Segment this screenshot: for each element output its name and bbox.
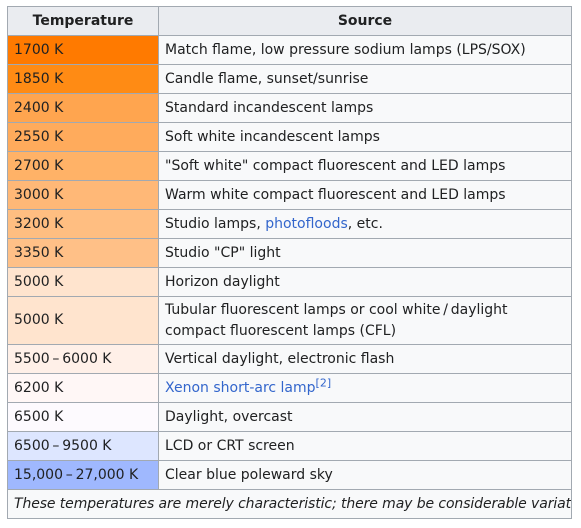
source-cell: Clear blue poleward sky	[158, 460, 572, 490]
table-row: 5000 K Tubular fluorescent lamps or cool …	[7, 296, 572, 345]
table-row: 1700 K Match flame, low pressure sodium l…	[7, 35, 572, 65]
source-cell: Soft white incandescent lamps	[158, 122, 572, 152]
table-row: 2550 K Soft white incandescent lamps	[7, 122, 572, 152]
temperature-cell: 1850 K	[7, 64, 159, 94]
source-cell: Standard incandescent lamps	[158, 93, 572, 123]
source-text: Horizon daylight	[165, 273, 280, 290]
source-text: Studio lamps,	[165, 215, 266, 232]
table-row: 5000 K Horizon daylight	[7, 267, 572, 297]
source-text: Match flame, low pressure sodium lamps (…	[165, 41, 526, 58]
temperature-cell: 2550 K	[7, 122, 159, 152]
temperature-cell: 3200 K	[7, 209, 159, 239]
source-cell: Tubular fluorescent lamps or cool white …	[158, 296, 572, 345]
source-cell: Studio lamps, photofloods, etc.	[158, 209, 572, 239]
table-row: 3000 K Warm white compact fluorescent and…	[7, 180, 572, 210]
table-row: 6200 K Xenon short-arc lamp[2]	[7, 373, 572, 403]
temperature-cell: 3350 K	[7, 238, 159, 268]
table-row: 2400 K Standard incandescent lamps	[7, 93, 572, 123]
table-row: 2700 K "Soft white" compact fluorescent a…	[7, 151, 572, 181]
source-cell: Match flame, low pressure sodium lamps (…	[158, 35, 572, 65]
source-text: Tubular fluorescent lamps or cool white …	[165, 301, 508, 339]
citation-link[interactable]: [2]	[315, 375, 332, 389]
source-text: Vertical daylight, electronic flash	[165, 350, 395, 367]
source-cell: LCD or CRT screen	[158, 431, 572, 461]
table-row: 1850 K Candle flame, sunset/sunrise	[7, 64, 572, 94]
temperature-cell: 15,000 – 27,000 K	[7, 460, 159, 490]
source-text: "Soft white" compact fluorescent and LED…	[165, 157, 506, 174]
source-cell: Horizon daylight	[158, 267, 572, 297]
source-cell: Studio "CP" light	[158, 238, 572, 268]
source-text: Clear blue poleward sky	[165, 466, 333, 483]
temperature-cell: 5000 K	[7, 267, 159, 297]
header-source[interactable]: Source	[158, 6, 572, 36]
temperature-cell: 2400 K	[7, 93, 159, 123]
source-text: Warm white compact fluorescent and LED l…	[165, 186, 506, 203]
table-header-row: Temperature Source	[7, 6, 572, 36]
table-row: 15,000 – 27,000 K Clear blue poleward sky	[7, 460, 572, 490]
temperature-cell: 5000 K	[7, 296, 159, 345]
source-text: Daylight, overcast	[165, 408, 293, 425]
temperature-cell: 1700 K	[7, 35, 159, 65]
table-note: These temperatures are merely characteri…	[7, 489, 572, 519]
temperature-cell: 6200 K	[7, 373, 159, 403]
table-note-row: These temperatures are merely characteri…	[7, 489, 572, 519]
temperature-cell: 3000 K	[7, 180, 159, 210]
temperature-cell: 6500 – 9500 K	[7, 431, 159, 461]
source-cell: Xenon short-arc lamp[2]	[158, 373, 572, 403]
source-text: LCD or CRT screen	[165, 437, 295, 454]
source-text: Studio "CP" light	[165, 244, 281, 261]
source-cell: Candle flame, sunset/sunrise	[158, 64, 572, 94]
source-cell: Warm white compact fluorescent and LED l…	[158, 180, 572, 210]
source-link[interactable]: photofloods	[265, 215, 348, 232]
source-text: , etc.	[347, 215, 383, 232]
header-temperature[interactable]: Temperature	[7, 6, 159, 36]
source-cell: "Soft white" compact fluorescent and LED…	[158, 151, 572, 181]
source-text: Standard incandescent lamps	[165, 99, 374, 116]
source-link[interactable]: Xenon short-arc lamp	[165, 379, 316, 396]
table-row: 3350 K Studio "CP" light	[7, 238, 572, 268]
temperature-cell: 5500 – 6000 K	[7, 344, 159, 374]
source-cell: Daylight, overcast	[158, 402, 572, 432]
table-row: 5500 – 6000 K Vertical daylight, electron…	[7, 344, 572, 374]
source-cell: Vertical daylight, electronic flash	[158, 344, 572, 374]
temperature-cell: 2700 K	[7, 151, 159, 181]
source-text: Candle flame, sunset/sunrise	[165, 70, 369, 87]
table-body: 1700 K Match flame, low pressure sodium l…	[7, 35, 572, 490]
color-temperature-table: Temperature Source 1700 K Match flame, lo…	[7, 6, 572, 519]
source-text: Soft white incandescent lamps	[165, 128, 380, 145]
table-row: 6500 – 9500 K LCD or CRT screen	[7, 431, 572, 461]
temperature-cell: 6500 K	[7, 402, 159, 432]
table-row: 3200 K Studio lamps, photofloods, etc.	[7, 209, 572, 239]
table-row: 6500 K Daylight, overcast	[7, 402, 572, 432]
